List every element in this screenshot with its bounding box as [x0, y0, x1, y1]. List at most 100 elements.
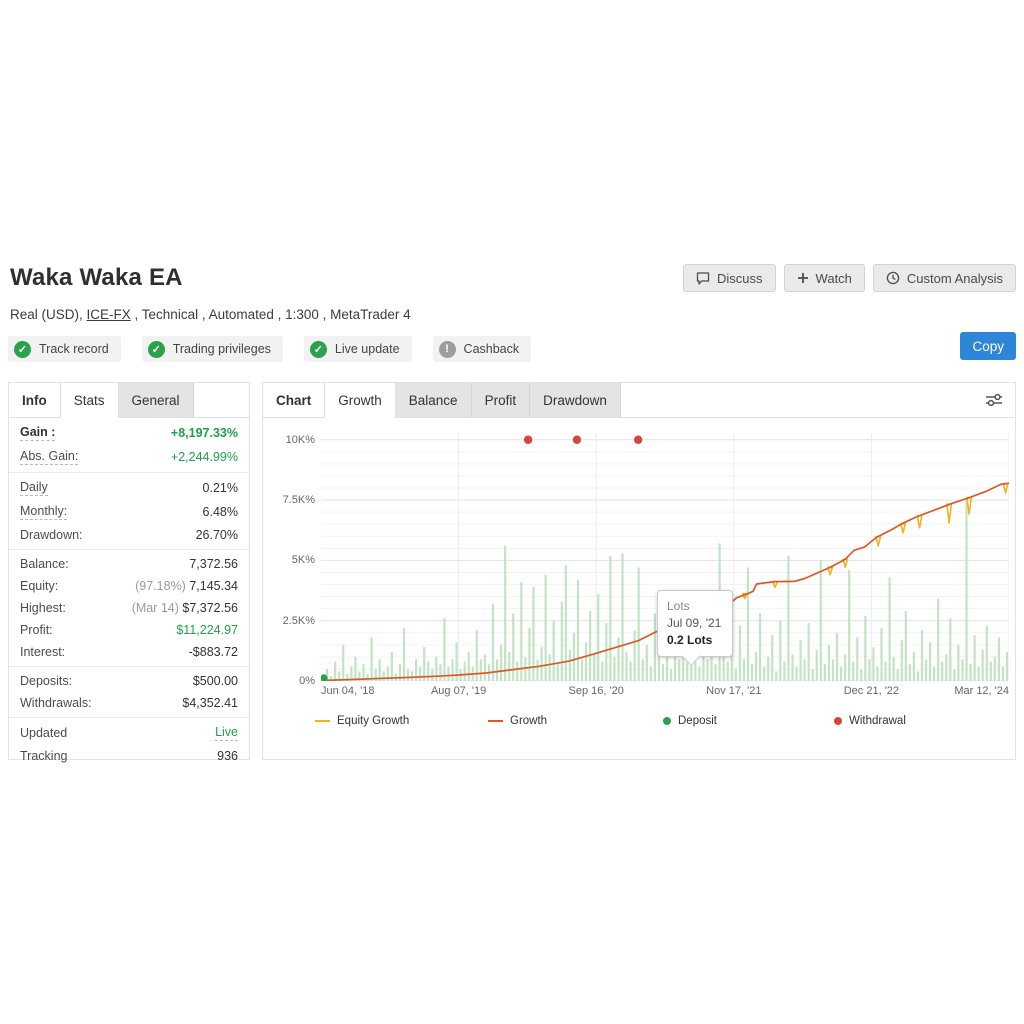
tab-profit[interactable]: Profit — [471, 383, 531, 417]
lots-bar — [973, 635, 976, 681]
lots-bar — [920, 630, 924, 681]
legend-equity-growth[interactable]: Equity Growth — [315, 715, 409, 727]
stat-value: $4,352.41 — [182, 696, 238, 710]
lots-bar — [439, 664, 442, 681]
growth-line — [321, 482, 1009, 681]
lots-bar — [742, 659, 746, 681]
lots-bar — [508, 652, 511, 681]
lots-bar — [827, 644, 831, 681]
discuss-button[interactable]: Discuss — [683, 264, 776, 292]
badge-trading-privileges[interactable]: ✓ Trading privileges — [141, 336, 283, 362]
withdrawal-marker — [633, 435, 643, 444]
lots-bar — [706, 659, 709, 681]
badge-cashback[interactable]: ! Cashback — [432, 336, 532, 362]
lots-bar — [520, 582, 523, 681]
stat-value: 936 — [217, 749, 238, 763]
account-subtitle: Real (USD), ICE-FX , Technical , Automat… — [10, 307, 411, 322]
y-tick-label: 0% — [299, 675, 315, 687]
lots-bar — [835, 632, 839, 681]
stat-row-withdrawals: Withdrawals: $4,352.41 — [9, 692, 249, 714]
lots-bar — [969, 664, 972, 681]
stat-label[interactable]: Gain : — [20, 425, 56, 441]
stat-label[interactable]: Monthly: — [20, 504, 68, 520]
y-tick-label: 7.5K% — [282, 494, 315, 507]
lots-bar — [334, 661, 337, 681]
lots-bar — [552, 620, 555, 681]
broker-link[interactable]: ICE-FX — [86, 307, 131, 322]
lots-bar — [325, 668, 329, 681]
y-tick-label: 5K% — [291, 554, 315, 567]
watch-button[interactable]: Watch — [783, 264, 865, 292]
legend-label: Equity Growth — [337, 715, 410, 727]
legend-line-swatch — [488, 720, 503, 722]
withdrawal-marker — [572, 435, 582, 444]
tab-balance[interactable]: Balance — [395, 383, 472, 417]
lots-bar — [734, 668, 737, 681]
tab-drawdown[interactable]: Drawdown — [530, 383, 621, 417]
legend-growth[interactable]: Growth — [488, 715, 547, 727]
stat-label: Tracking — [20, 749, 68, 763]
tab-info[interactable]: Info — [22, 392, 47, 408]
lots-bar — [876, 666, 879, 681]
custom-analysis-button[interactable]: Custom Analysis — [872, 264, 1016, 292]
page-title: Waka Waka EA — [10, 264, 183, 291]
legend-dot-swatch — [834, 717, 842, 725]
lots-bar — [843, 654, 847, 681]
lots-bar — [977, 666, 980, 681]
lots-bar — [455, 642, 458, 681]
stat-value: 7,372.56 — [189, 557, 238, 571]
lots-bar — [928, 642, 932, 681]
tab-stats[interactable]: Stats — [59, 383, 119, 418]
lots-bar — [362, 664, 365, 681]
lots-bar — [580, 659, 584, 681]
lots-bar — [427, 661, 430, 681]
badge-live-update[interactable]: ✓ Live update — [303, 336, 412, 362]
lots-bar — [989, 661, 992, 681]
lots-bar — [880, 627, 883, 681]
tab-general[interactable]: General — [118, 383, 194, 417]
lots-bar — [856, 637, 859, 681]
lots-bar — [791, 654, 794, 681]
lots-bar — [516, 661, 519, 681]
stat-label[interactable]: Daily — [20, 480, 48, 496]
lots-bar — [374, 668, 377, 681]
legend-deposit[interactable]: Deposit — [663, 715, 717, 727]
stat-label: Withdrawals: — [20, 696, 92, 710]
lots-bar — [985, 625, 988, 681]
stat-value[interactable]: Live — [215, 725, 238, 741]
stat-row-absgain: Abs. Gain: +2,244.99% — [9, 445, 249, 469]
lots-bar — [564, 565, 567, 681]
stat-label: Drawdown: — [20, 528, 83, 542]
badge-track-record[interactable]: ✓ Track record — [8, 336, 121, 362]
lots-bar — [402, 627, 406, 681]
stat-row-tracking: Tracking 936 — [9, 745, 249, 767]
lots-bar — [483, 654, 487, 681]
lots-bar — [406, 668, 410, 681]
lots-bar — [904, 611, 907, 681]
tab-growth[interactable]: Growth — [324, 383, 396, 418]
lots-bar — [807, 623, 810, 681]
lots-bar — [690, 661, 693, 681]
x-tick-label: Dec 21, '22 — [843, 685, 900, 697]
copy-button[interactable]: Copy — [960, 332, 1016, 360]
lots-bar — [431, 668, 434, 681]
equity-growth-spike — [741, 592, 748, 600]
lots-bar — [916, 671, 920, 681]
lots-bar — [532, 586, 535, 681]
chart-settings-button[interactable] — [983, 390, 1005, 417]
x-tick-label: Mar 12, '24 — [954, 685, 1009, 697]
lots-bar — [997, 637, 1000, 681]
lots-bar — [601, 661, 604, 681]
stat-label[interactable]: Abs. Gain: — [20, 449, 79, 465]
lots-bar — [941, 661, 944, 681]
lots-bar — [957, 644, 960, 681]
growth-chart[interactable] — [321, 433, 1009, 681]
exclamation-icon: ! — [438, 340, 456, 358]
lots-bar — [815, 649, 818, 681]
stat-group: Updated Live Tracking 936 — [9, 717, 249, 770]
lots-bar — [495, 659, 499, 681]
comment-icon — [696, 271, 710, 285]
y-tick-label: 10K% — [285, 433, 315, 446]
stat-value: (Mar 14) $7,372.56 — [131, 601, 238, 615]
legend-withdrawal[interactable]: Withdrawal — [834, 715, 906, 727]
